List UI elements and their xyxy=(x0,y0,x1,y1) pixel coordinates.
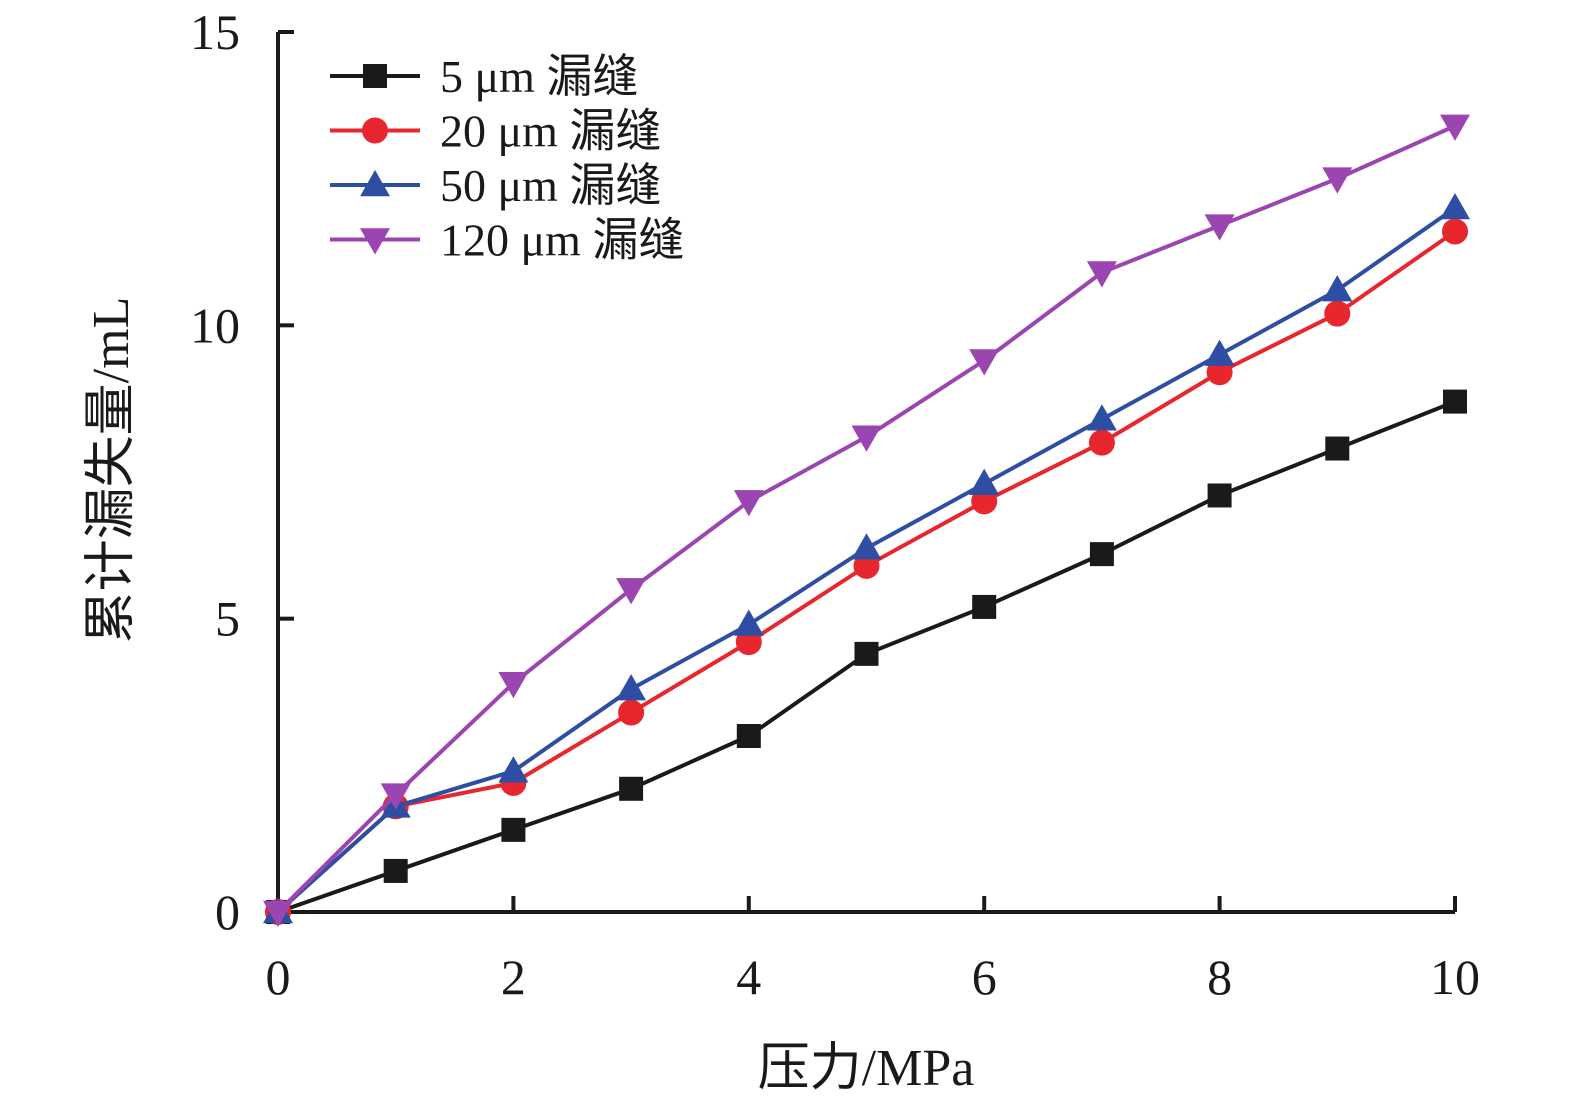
axes: 0 2 4 6 8 10 0 5 10 15 xyxy=(190,4,1480,1005)
data-point xyxy=(616,578,647,605)
series-layer xyxy=(263,114,1470,927)
data-point xyxy=(972,594,997,619)
series-0 xyxy=(266,389,1467,924)
legend-marker xyxy=(360,170,390,197)
y-tick-label: 0 xyxy=(215,884,240,940)
y-tick-label: 5 xyxy=(215,591,240,647)
data-point xyxy=(1204,214,1235,241)
x-tick-label: 10 xyxy=(1430,949,1480,1005)
data-point xyxy=(1088,429,1115,456)
data-point xyxy=(618,699,645,726)
legend-entry: 120 μm 漏缝 xyxy=(330,215,684,266)
x-tick-label: 4 xyxy=(736,949,761,1005)
data-point xyxy=(733,490,764,517)
legend-entry: 5 μm 漏缝 xyxy=(330,51,638,102)
y-axis-label: 累计漏失量/mL xyxy=(83,297,140,644)
data-point xyxy=(616,674,647,701)
data-point xyxy=(733,609,764,636)
x-axis-label: 压力/MPa xyxy=(758,1040,975,1097)
data-point xyxy=(851,533,882,560)
data-point xyxy=(1442,218,1468,245)
data-point xyxy=(854,641,879,666)
y-tick-label: 10 xyxy=(190,297,240,353)
x-tick-label: 8 xyxy=(1207,949,1232,1005)
legend-label: 50 μm 漏缝 xyxy=(440,160,661,211)
legend-label: 20 μm 漏缝 xyxy=(440,106,661,157)
data-point xyxy=(501,817,526,842)
data-point xyxy=(1325,436,1350,461)
data-point xyxy=(380,783,411,810)
data-point xyxy=(851,425,882,452)
x-tick-label: 0 xyxy=(266,949,291,1005)
series-3 xyxy=(263,114,1470,927)
legend-marker xyxy=(360,228,390,255)
data-point xyxy=(969,468,1000,495)
x-tick-label: 2 xyxy=(501,949,526,1005)
data-point xyxy=(1440,114,1470,141)
data-point xyxy=(1086,261,1117,288)
data-point xyxy=(1322,275,1353,302)
series-1 xyxy=(265,218,1468,925)
data-point xyxy=(619,776,644,801)
data-point xyxy=(1207,483,1232,508)
data-point xyxy=(969,349,1000,376)
data-point xyxy=(1324,300,1351,327)
data-point xyxy=(1440,193,1470,220)
data-point xyxy=(383,858,408,883)
legend-label: 5 μm 漏缝 xyxy=(440,51,638,102)
data-point xyxy=(1204,339,1235,366)
legend-label: 120 μm 漏缝 xyxy=(440,215,684,266)
data-point xyxy=(498,671,529,699)
x-tick-label: 6 xyxy=(972,949,997,1005)
data-point xyxy=(1089,542,1114,567)
data-point xyxy=(1322,167,1353,194)
legend-entry: 50 μm 漏缝 xyxy=(330,160,661,211)
data-point xyxy=(736,724,761,748)
y-tick-label: 15 xyxy=(190,4,240,60)
data-point xyxy=(263,900,293,927)
data-point xyxy=(1086,404,1117,431)
series-2 xyxy=(263,193,1470,924)
data-point xyxy=(1443,389,1467,414)
legend-entry: 20 μm 漏缝 xyxy=(330,106,661,157)
legend-marker xyxy=(362,117,388,144)
data-point xyxy=(498,756,529,783)
legend-marker xyxy=(363,64,387,88)
